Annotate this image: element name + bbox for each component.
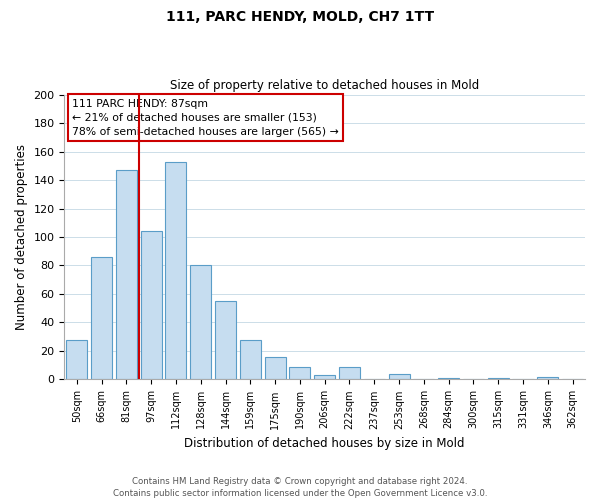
Bar — [537, 376, 559, 380]
Bar — [240, 340, 261, 380]
Bar — [389, 374, 410, 380]
Bar — [166, 162, 187, 380]
Bar — [116, 170, 137, 380]
Bar — [438, 378, 459, 380]
Text: 111 PARC HENDY: 87sqm
← 21% of detached houses are smaller (153)
78% of semi-det: 111 PARC HENDY: 87sqm ← 21% of detached … — [72, 99, 339, 137]
Y-axis label: Number of detached properties: Number of detached properties — [15, 144, 28, 330]
Text: 111, PARC HENDY, MOLD, CH7 1TT: 111, PARC HENDY, MOLD, CH7 1TT — [166, 10, 434, 24]
Bar — [66, 340, 88, 380]
Bar — [91, 257, 112, 380]
Bar — [488, 378, 509, 380]
Bar — [190, 266, 211, 380]
X-axis label: Distribution of detached houses by size in Mold: Distribution of detached houses by size … — [184, 437, 465, 450]
Bar — [140, 232, 162, 380]
Bar — [215, 301, 236, 380]
Bar — [265, 356, 286, 380]
Text: Contains HM Land Registry data © Crown copyright and database right 2024.
Contai: Contains HM Land Registry data © Crown c… — [113, 476, 487, 498]
Bar — [314, 375, 335, 380]
Bar — [339, 366, 360, 380]
Title: Size of property relative to detached houses in Mold: Size of property relative to detached ho… — [170, 79, 479, 92]
Bar — [289, 366, 310, 380]
